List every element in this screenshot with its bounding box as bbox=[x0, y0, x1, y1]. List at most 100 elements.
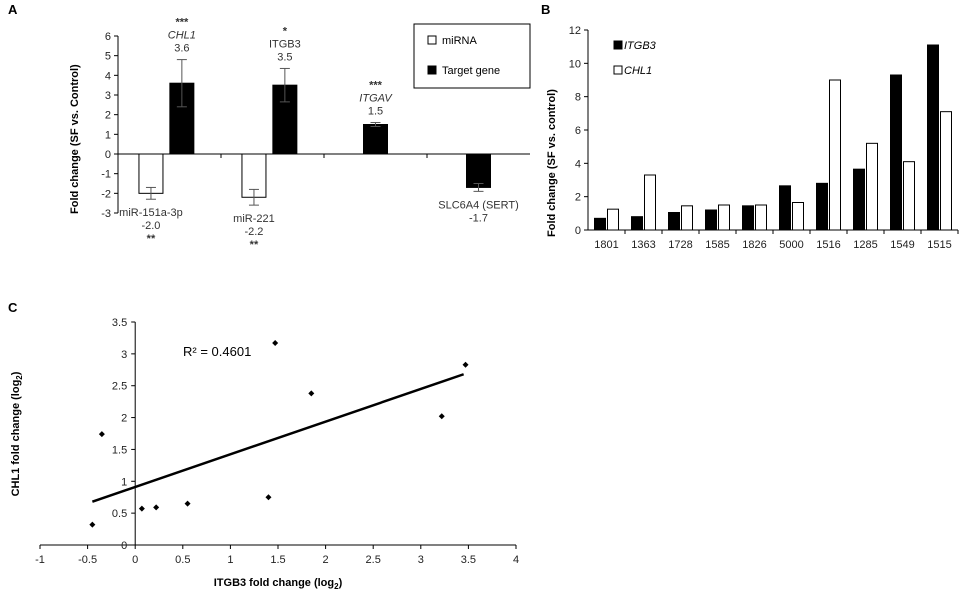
panel-b-bar-itgb3 bbox=[742, 205, 754, 231]
panel-a-y-tick-label: 1 bbox=[105, 129, 111, 141]
panel-b-bar-chl1 bbox=[755, 204, 767, 231]
panel-a-target-label: ITGB3 bbox=[269, 38, 301, 50]
panel-c-y-axis-title: CHL1 fold change (log2) bbox=[10, 371, 24, 496]
panel-c-x-tick-label: 0 bbox=[132, 554, 138, 566]
panel-a-target-significance: *** bbox=[175, 17, 189, 29]
panel-a-target-significance: *** bbox=[369, 80, 383, 92]
panel-c-y-tick-label: 2 bbox=[121, 413, 127, 425]
panel-b-x-tick-label: 1801 bbox=[594, 239, 618, 251]
panel-c-x-tick-label: -1 bbox=[35, 554, 45, 566]
panel-c-x-tick-label: 1 bbox=[227, 554, 233, 566]
panel-a-target-value-label: 3.5 bbox=[277, 51, 292, 63]
panel-c-data-point bbox=[308, 390, 315, 397]
panel-c-x-axis-title: ITGB3 fold change (log2) bbox=[214, 577, 343, 590]
panel-a-target-label: CHL1 bbox=[168, 30, 196, 42]
panel-b-y-tick-label: 0 bbox=[575, 225, 581, 237]
panel-b-y-tick-label: 10 bbox=[569, 58, 581, 70]
panel-b-bar-chl1 bbox=[940, 111, 952, 231]
panel-a-y-tick-label: 2 bbox=[105, 110, 111, 122]
panel-b-legend-label-chl1: CHL1 bbox=[624, 65, 652, 77]
panel-c-x-tick-label: 3.5 bbox=[461, 554, 476, 566]
panel-b-bar-itgb3 bbox=[927, 44, 939, 231]
panel-b-legend-label-itgb3: ITGB3 bbox=[624, 40, 657, 52]
panel-c-x-tick-label: 1.5 bbox=[270, 554, 285, 566]
panel-c-data-point bbox=[153, 504, 160, 511]
panel-a-legend-label-mirna: miRNA bbox=[442, 35, 477, 47]
panel-a-target-value-label: -1.7 bbox=[469, 212, 488, 224]
panel-a-legend-box bbox=[413, 23, 531, 89]
panel-b-x-tick-label: 1549 bbox=[890, 239, 914, 251]
panel-b-x-tick-label: 1515 bbox=[927, 239, 951, 251]
panel-b-bar-chl1 bbox=[829, 79, 841, 231]
panel-c-r-squared-label: R² = 0.4601 bbox=[183, 344, 251, 359]
panel-c-x-tick-label: 2 bbox=[323, 554, 329, 566]
panel-a-y-tick-label: 3 bbox=[105, 90, 111, 102]
panel-a-mirna-significance: ** bbox=[250, 239, 259, 251]
panel-b-legend-swatch-chl1 bbox=[613, 65, 623, 75]
panel-a-mirna-value-label: -2.2 bbox=[244, 226, 263, 238]
panel-a-legend-swatch-target bbox=[427, 65, 437, 75]
panel-b-y-tick-label: 12 bbox=[569, 25, 581, 37]
panel-b-x-tick-label: 1728 bbox=[668, 239, 692, 251]
panel-c-x-tick-label: -0.5 bbox=[78, 554, 97, 566]
panel-b-bar-chl1 bbox=[903, 161, 915, 231]
panel-b-x-tick-label: 1516 bbox=[816, 239, 840, 251]
panel-b-bar-itgb3 bbox=[631, 216, 643, 231]
panel-c-y-tick-label: 2.5 bbox=[112, 381, 127, 393]
panel-a-target-label: SLC6A4 (SERT) bbox=[438, 199, 519, 211]
panel-c-y-tick-label: 3.5 bbox=[112, 317, 127, 329]
panel-b-x-tick-label: 1285 bbox=[853, 239, 877, 251]
panel-b-bar-chl1 bbox=[644, 174, 656, 231]
panel-a-bar-mirna bbox=[138, 153, 164, 194]
panel-a-y-tick-label: -1 bbox=[101, 169, 111, 181]
panel-b-x-tick-label: 1826 bbox=[742, 239, 766, 251]
panel-a-y-tick-label: -2 bbox=[101, 188, 111, 200]
panel-c-x-tick-label: 0.5 bbox=[175, 554, 190, 566]
panel-c-x-tick-label: 3 bbox=[418, 554, 424, 566]
panel-c-trendline bbox=[91, 373, 465, 503]
panel-c-x-tick-label: 2.5 bbox=[366, 554, 381, 566]
panel-a-target-value-label: 1.5 bbox=[368, 106, 383, 118]
panel-b-x-tick-label: 1363 bbox=[631, 239, 655, 251]
panel-b-bar-itgb3 bbox=[779, 185, 791, 231]
panel-c-data-point bbox=[462, 361, 469, 368]
panel-b-bar-itgb3 bbox=[594, 217, 606, 231]
panel-b-bar-itgb3 bbox=[668, 212, 680, 231]
panel-c-data-point bbox=[265, 494, 272, 501]
panel-c-data-point bbox=[98, 431, 105, 438]
panel-b-y-tick-label: 4 bbox=[575, 158, 581, 170]
panel-b-bar-itgb3 bbox=[816, 182, 828, 231]
panel-c-y-tick-label: 0.5 bbox=[112, 508, 127, 520]
panel-label-a: A bbox=[8, 2, 18, 17]
panel-c-data-point bbox=[438, 413, 445, 420]
panel-a-legend: miRNA Target gene bbox=[413, 23, 531, 89]
panel-b-chart: Fold change (SF vs. control) ITGB3 CHL1 … bbox=[546, 25, 959, 251]
panel-a-y-tick-label: 4 bbox=[105, 70, 111, 82]
panel-b-bar-itgb3 bbox=[853, 168, 865, 231]
panel-b-bar-chl1 bbox=[607, 208, 619, 231]
panel-label-b: B bbox=[541, 2, 550, 17]
panel-a-y-tick-label: 6 bbox=[105, 31, 111, 43]
panel-a-mirna-label: miR-221 bbox=[233, 213, 275, 225]
panel-a-bar-target bbox=[466, 153, 491, 188]
panel-label-c: C bbox=[8, 300, 18, 315]
panel-b-x-tick-label: 5000 bbox=[779, 239, 803, 251]
panel-c-data-point bbox=[272, 340, 279, 347]
panel-a-target-label: ITGAV bbox=[359, 93, 393, 105]
panel-a-y-axis-title: Fold change (SF vs. Control) bbox=[69, 64, 81, 214]
panel-b-y-tick-label: 6 bbox=[575, 125, 581, 137]
panel-a-y-tick-label: -3 bbox=[101, 208, 111, 220]
panel-b-legend-swatch-itgb3 bbox=[613, 40, 623, 50]
panel-b-bar-itgb3 bbox=[890, 74, 902, 231]
panel-a-y-tick-label: 5 bbox=[105, 51, 111, 63]
panel-c-chart: CHL1 fold change (log2) ITGB3 fold chang… bbox=[10, 317, 519, 590]
panel-c-x-tick-label: 4 bbox=[513, 554, 519, 566]
panel-b-bar-chl1 bbox=[681, 205, 693, 231]
panel-b-y-tick-label: 2 bbox=[575, 192, 581, 204]
panel-a-legend-swatch-mirna bbox=[427, 35, 437, 45]
panel-a-mirna-value-label: -2.0 bbox=[141, 220, 160, 232]
panel-b-y-tick-label: 8 bbox=[575, 92, 581, 104]
panel-a-target-value-label: 3.6 bbox=[174, 43, 189, 55]
panel-c-data-point bbox=[184, 500, 191, 507]
